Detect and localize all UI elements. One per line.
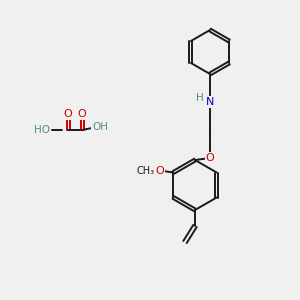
Text: N: N xyxy=(206,97,214,107)
Text: O: O xyxy=(78,109,86,119)
Text: O: O xyxy=(155,166,164,176)
Text: H: H xyxy=(196,93,204,103)
Text: CH₃: CH₃ xyxy=(136,166,155,176)
Text: HO: HO xyxy=(34,125,50,135)
Text: O: O xyxy=(206,153,214,163)
Text: O: O xyxy=(64,109,72,119)
Text: OH: OH xyxy=(92,122,108,132)
